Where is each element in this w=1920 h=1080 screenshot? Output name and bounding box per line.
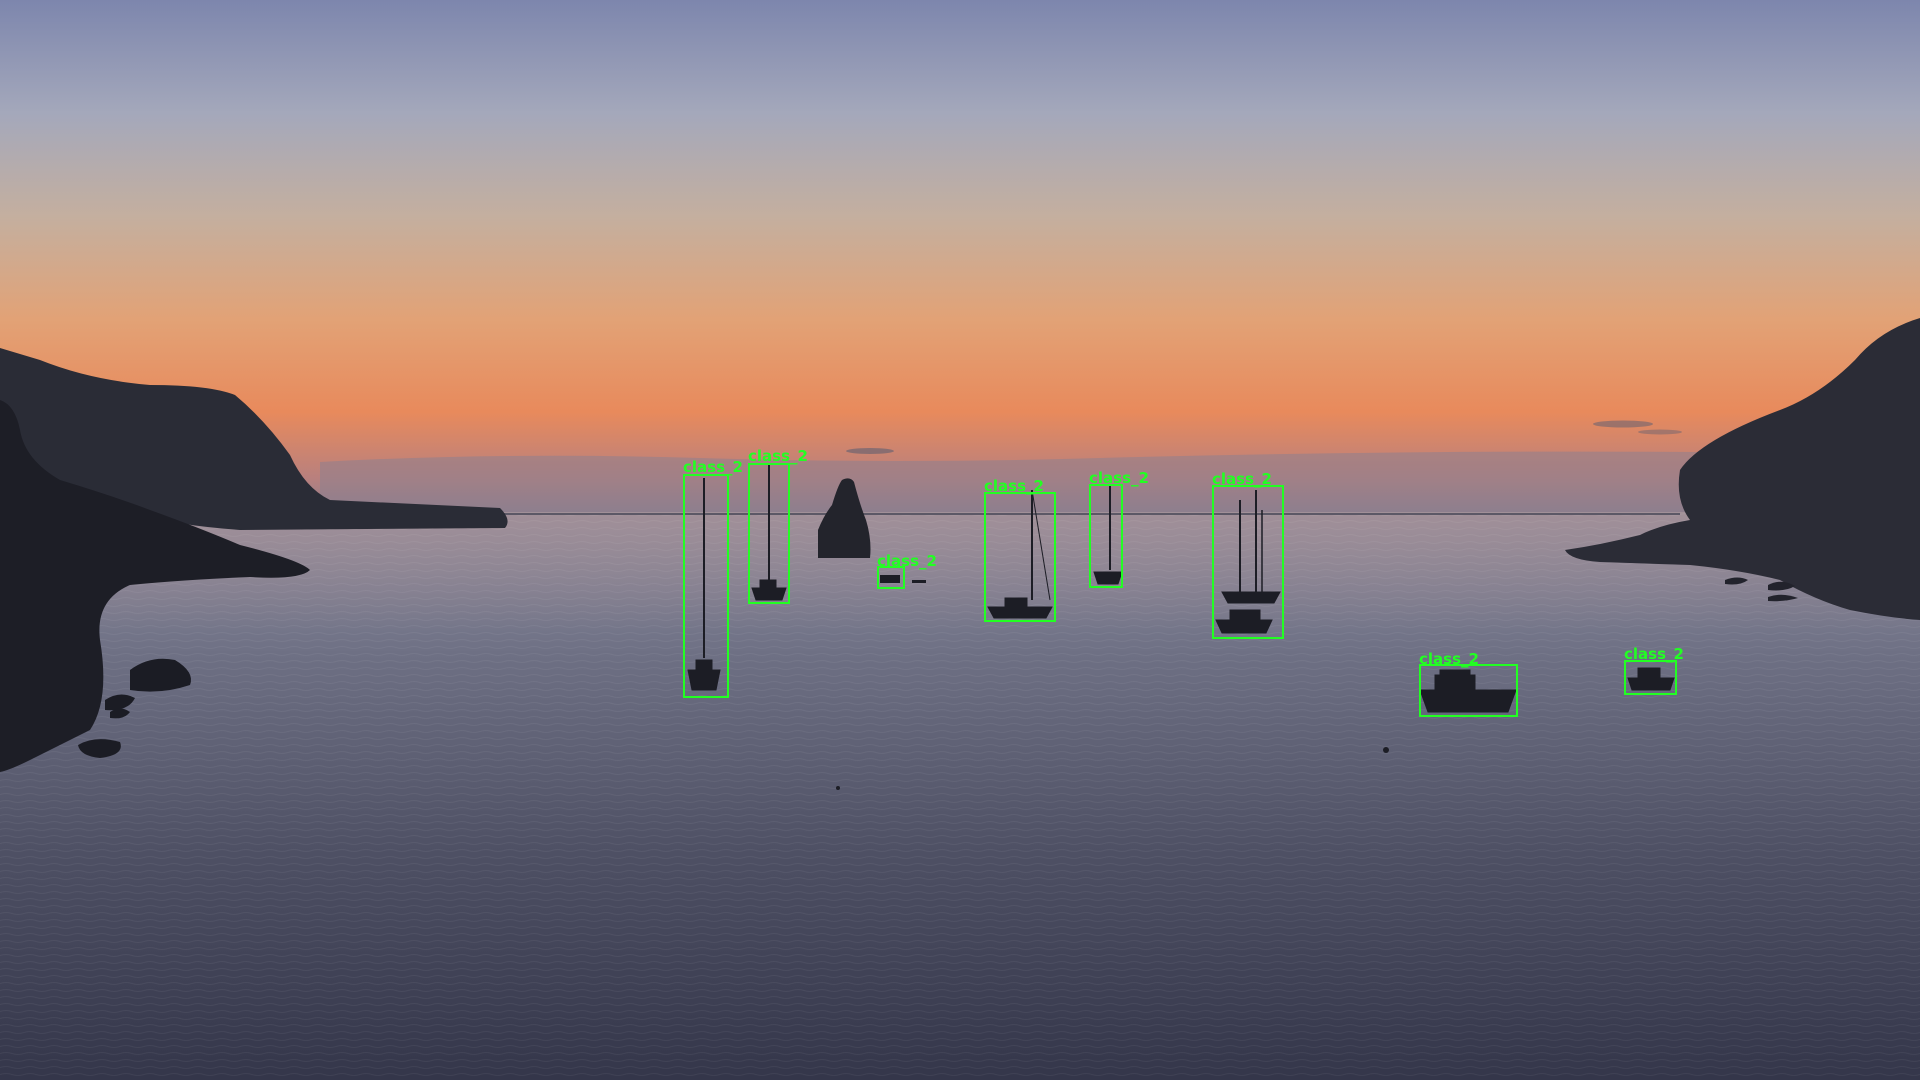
- left-headland-far: [0, 348, 508, 530]
- sailboat: [987, 489, 1053, 619]
- rock: [78, 739, 121, 758]
- rock: [1725, 577, 1748, 585]
- rock: [1768, 581, 1795, 591]
- detection-box: [877, 566, 905, 589]
- buoy: [1383, 747, 1389, 753]
- rock: [105, 694, 135, 711]
- rock: [130, 658, 191, 692]
- buoy: [836, 786, 840, 790]
- horizon-haze: [320, 451, 1700, 515]
- motor-boat: [1419, 669, 1517, 713]
- left-cliff-near: [0, 400, 310, 772]
- detection-box: [1419, 664, 1518, 717]
- detection-label: class_2: [1419, 650, 1479, 668]
- detection-label: class_2: [1212, 470, 1272, 488]
- detection-box: [1212, 485, 1284, 639]
- sea-ripples: [0, 512, 1920, 1080]
- detection-box: [1089, 484, 1123, 588]
- cloud-streak: [846, 448, 894, 454]
- sea-stack: [818, 478, 871, 558]
- cloud-streak: [1593, 420, 1653, 428]
- detection-label: class_2: [748, 447, 808, 465]
- rock: [110, 708, 130, 719]
- rock: [1768, 594, 1798, 602]
- detection-label: class_2: [683, 458, 743, 476]
- small-boat: [880, 575, 926, 583]
- detection-box: [683, 474, 729, 698]
- motor-boat: [1627, 667, 1675, 691]
- detection-box: [1624, 660, 1677, 695]
- sky: [0, 0, 1920, 515]
- sailboat: [751, 465, 787, 601]
- detection-label: class_2: [984, 477, 1044, 495]
- sailboat-group: [1215, 490, 1281, 634]
- detection-box: [748, 463, 790, 604]
- detection-label: class_2: [877, 552, 937, 570]
- right-cliff: [1565, 318, 1920, 620]
- sailboat: [687, 478, 721, 691]
- detection-label: class_2: [1624, 645, 1684, 663]
- detection-label: class_2: [1089, 469, 1149, 487]
- cloud-streak: [1638, 429, 1682, 435]
- sailboat: [1093, 485, 1123, 585]
- detection-box: [984, 492, 1056, 622]
